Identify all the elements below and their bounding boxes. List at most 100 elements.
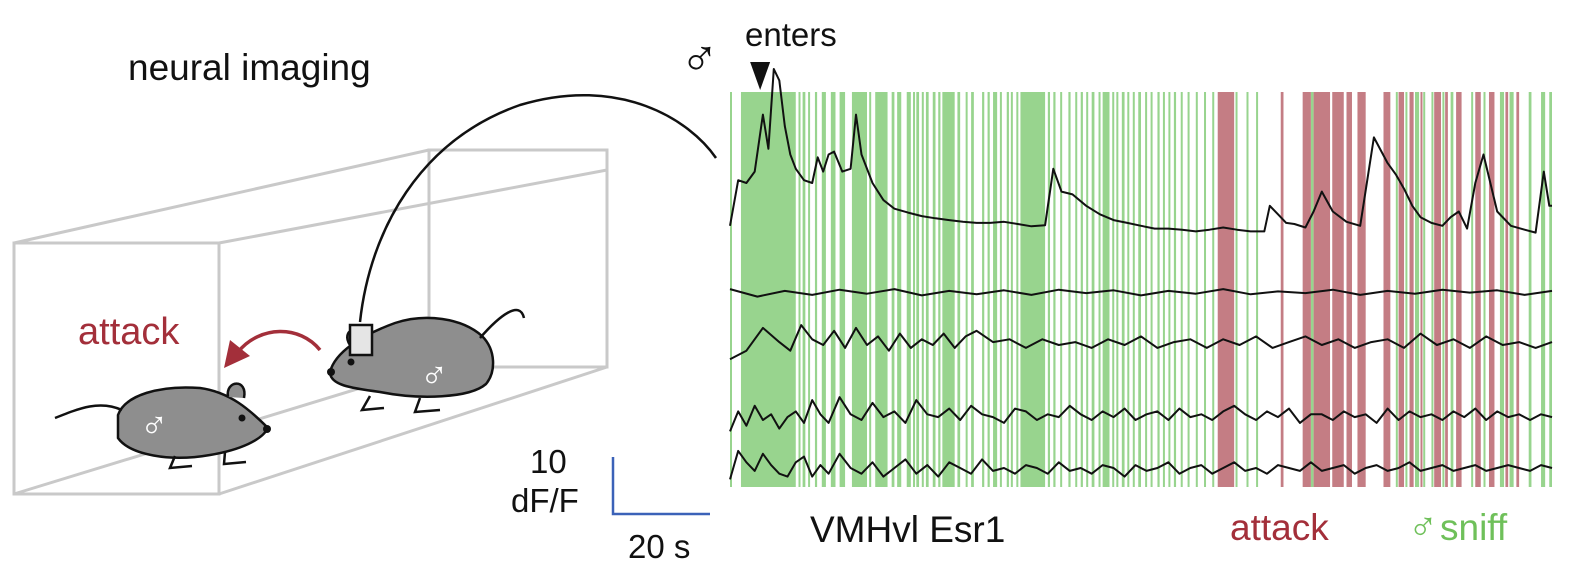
scale-unit-label: dF/F xyxy=(511,482,579,519)
sniff-epoch-40 xyxy=(1091,92,1095,487)
sniff-epoch-49 xyxy=(1145,92,1148,487)
sniff-epoch-10 xyxy=(869,92,872,487)
sniff-epoch-77 xyxy=(1509,92,1514,487)
attack-epoch-15 xyxy=(1488,92,1495,487)
attack-epoch-3 xyxy=(1313,92,1331,487)
sniff-epoch-70 xyxy=(1431,92,1434,487)
intruder-mouse: ♂ xyxy=(54,382,271,470)
attack-epoch-13 xyxy=(1456,92,1462,487)
cage-top-left-edge xyxy=(13,148,430,245)
sniff-epoch-67 xyxy=(1405,92,1408,487)
enters-arrowhead xyxy=(750,62,771,90)
intruder-mouse-feet xyxy=(168,451,247,470)
sniff-epoch-74 xyxy=(1471,92,1474,487)
sniff-epoch-24 xyxy=(971,92,974,487)
sniff-epoch-9 xyxy=(851,92,867,487)
trace-line-4 xyxy=(729,396,1553,432)
sniff-epoch-64 xyxy=(1310,92,1314,487)
attack-epoch-2 xyxy=(1302,92,1311,487)
intruder-mouse-nose xyxy=(263,425,271,433)
trace-panel: ♂ enters VMHvl Esr1 attack ♂ sniff xyxy=(680,16,1553,550)
sniff-epoch-59 xyxy=(1212,92,1215,487)
resident-mouse-eye xyxy=(347,358,355,366)
sniff-epoch-41 xyxy=(1098,92,1101,487)
intruder-male-symbol: ♂ xyxy=(140,405,169,447)
sniff-epoch-78 xyxy=(1528,92,1532,487)
trace-line-3 xyxy=(729,324,1553,361)
time-scale-label: 20 s xyxy=(628,528,690,565)
sniff-epoch-1 xyxy=(740,92,796,487)
cage-back-face xyxy=(427,148,609,369)
sniff-epoch-53 xyxy=(1168,92,1171,487)
scale-value-label: 10 xyxy=(530,443,567,480)
calcium-traces xyxy=(729,68,1553,480)
cage-diagram: neural imaging ♂ ♂ attack xyxy=(12,47,718,496)
intruder-mouse-eye xyxy=(238,414,246,422)
sniff-epoch-32 xyxy=(1020,92,1046,487)
sniff-epoch-30 xyxy=(1010,92,1013,487)
cage-top-right-edge xyxy=(218,168,608,245)
attack-epoch-7 xyxy=(1383,92,1391,487)
sniff-epoch-37 xyxy=(1075,92,1078,487)
cage-front-face xyxy=(12,241,221,496)
attack-epoch-8 xyxy=(1398,92,1405,487)
sniff-epoch-23 xyxy=(965,92,968,487)
attack-arrowhead xyxy=(224,340,250,368)
sniff-epoch-44 xyxy=(1116,92,1119,487)
sniff-epoch-25 xyxy=(982,92,985,487)
sniff-epoch-7 xyxy=(830,92,836,487)
enters-label: enters xyxy=(745,16,837,53)
sniff-epoch-21 xyxy=(942,92,955,487)
cage-bottom-right-edge xyxy=(218,365,608,496)
sniff-epoch-16 xyxy=(916,92,920,487)
sniff-epoch-63 xyxy=(1256,92,1259,487)
sniff-epoch-45 xyxy=(1121,92,1125,487)
legend-sniff-male-symbol: ♂ xyxy=(1408,505,1438,549)
attack-epoch-16 xyxy=(1505,92,1509,487)
sniff-epoch-20 xyxy=(938,92,941,487)
resident-mouse-tail xyxy=(479,308,526,339)
sniff-epoch-76 xyxy=(1499,92,1505,487)
trace-line-1 xyxy=(729,68,1552,234)
scale-bar-lines xyxy=(611,457,710,516)
sniff-epoch-19 xyxy=(932,92,936,487)
sniff-epoch-4 xyxy=(808,92,811,487)
sniff-epoch-56 xyxy=(1187,92,1190,487)
trace-line-5 xyxy=(729,449,1553,480)
sniff-epoch-34 xyxy=(1053,92,1056,487)
sniff-epoch-75 xyxy=(1483,92,1486,487)
sniff-epoch-54 xyxy=(1173,92,1177,487)
sniff-epoch-62 xyxy=(1246,92,1249,487)
sniff-epoch-22 xyxy=(957,92,961,487)
sniff-epoch-18 xyxy=(925,92,929,487)
sniff-epoch-48 xyxy=(1138,92,1141,487)
head-implant-icon xyxy=(348,323,374,357)
sniff-epoch-66 xyxy=(1395,92,1398,487)
resident-mouse: ♂ xyxy=(327,308,526,414)
sniff-epoch-50 xyxy=(1150,92,1153,487)
sniff-epoch-79 xyxy=(1541,92,1546,487)
sniff-epoch-26 xyxy=(987,92,990,487)
sniff-epoch-15 xyxy=(913,92,916,487)
trace-line-2 xyxy=(729,288,1553,298)
sniff-epoch-3 xyxy=(802,92,806,487)
sniff-epoch-38 xyxy=(1080,92,1083,487)
sniff-epoch-68 xyxy=(1415,92,1420,487)
sniff-epoch-11 xyxy=(875,92,888,487)
sniff-epoch-42 xyxy=(1102,92,1110,487)
attack-epoch-10 xyxy=(1420,92,1423,487)
sniff-epoch-29 xyxy=(1006,92,1009,487)
legend-sniff: sniff xyxy=(1440,507,1508,548)
sniff-epoch-14 xyxy=(906,92,911,487)
sniff-epoch-2 xyxy=(798,92,801,487)
intruder-mouse-ear xyxy=(226,382,246,399)
sniff-epoch-46 xyxy=(1127,92,1130,487)
sniff-epoch-5 xyxy=(814,92,818,487)
attack-arrow xyxy=(236,329,322,354)
sniff-epoch-47 xyxy=(1132,92,1135,487)
fiber-cable xyxy=(358,94,718,323)
sniff-epoch-52 xyxy=(1162,92,1165,487)
attack-epoch-1 xyxy=(1280,92,1284,487)
intruder-mouse-tail xyxy=(54,404,123,420)
